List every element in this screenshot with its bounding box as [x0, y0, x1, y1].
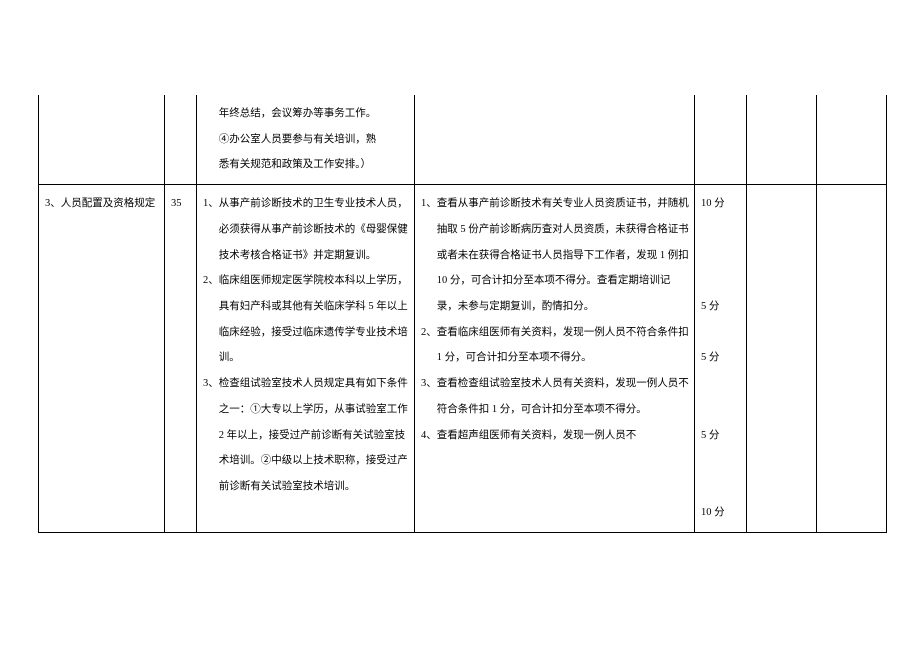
cell-category	[39, 95, 165, 185]
req-line: 年终总结，会议筹办等事务工作。	[203, 101, 410, 127]
score-value: 10 分	[701, 191, 742, 217]
cell-points: 10 分 5 分 5 分 5 分 10 分	[695, 185, 747, 532]
cell-criteria	[415, 95, 695, 185]
req-item: 1、从事产前诊断技术的卫生专业技术人员，必须获得从事产前诊断技术的《母婴保健技术…	[203, 191, 410, 268]
score-gap	[701, 448, 742, 499]
cell-score-weight	[165, 95, 197, 185]
table-row: 年终总结，会议筹办等事务工作。 ④办公室人员要参与有关培训，熟 悉有关规范和政策…	[39, 95, 887, 185]
req-item: 3、检查组试验室技术人员规定具有如下条件之一：①大专以上学历，从事试验室工作 2…	[203, 371, 410, 500]
criteria-item: 4、查看超声组医师有关资料，发现一例人员不	[421, 423, 690, 449]
cell-score-weight: 35	[165, 185, 197, 532]
score-value: 5 分	[701, 294, 742, 320]
cell-requirements: 1、从事产前诊断技术的卫生专业技术人员，必须获得从事产前诊断技术的《母婴保健技术…	[197, 185, 415, 532]
criteria-item: 3、查看检查组试验室技术人员有关资料，发现一例人员不符合条件扣 1 分，可合计扣…	[421, 371, 690, 422]
score-gap	[701, 320, 742, 346]
req-line: ④办公室人员要参与有关培训，熟	[203, 127, 410, 153]
score-value: 5 分	[701, 345, 742, 371]
score-gap	[701, 371, 742, 422]
criteria-item: 2、查看临床组医师有关资料，发现一例人员不符合条件扣 1 分，可合计扣分至本项不…	[421, 320, 690, 371]
table-row: 3、人员配置及资格规定 35 1、从事产前诊断技术的卫生专业技术人员，必须获得从…	[39, 185, 887, 532]
cell-criteria: 1、查看从事产前诊断技术有关专业人员资质证书，并随机抽取 5 份产前诊断病历查对…	[415, 185, 695, 532]
cell-points	[695, 95, 747, 185]
cell-blank2	[817, 185, 887, 532]
score-gap	[701, 217, 742, 294]
cell-blank2	[817, 95, 887, 185]
cell-blank1	[747, 95, 817, 185]
criteria-item: 1、查看从事产前诊断技术有关专业人员资质证书，并随机抽取 5 份产前诊断病历查对…	[421, 191, 690, 320]
weight-value: 35	[171, 198, 182, 209]
category-label: 3、人员配置及资格规定	[45, 198, 155, 209]
assessment-table: 年终总结，会议筹办等事务工作。 ④办公室人员要参与有关培训，熟 悉有关规范和政策…	[38, 95, 887, 533]
req-line: 悉有关规范和政策及工作安排。）	[203, 152, 410, 178]
cell-blank1	[747, 185, 817, 532]
page-container: 年终总结，会议筹办等事务工作。 ④办公室人员要参与有关培训，熟 悉有关规范和政策…	[0, 0, 920, 553]
req-item: 2、临床组医师规定医学院校本科以上学历，具有妇产科或其他有关临床学科 5 年以上…	[203, 268, 410, 371]
cell-requirements: 年终总结，会议筹办等事务工作。 ④办公室人员要参与有关培训，熟 悉有关规范和政策…	[197, 95, 415, 185]
score-value: 10 分	[701, 500, 742, 526]
score-value: 5 分	[701, 423, 742, 449]
cell-category: 3、人员配置及资格规定	[39, 185, 165, 532]
